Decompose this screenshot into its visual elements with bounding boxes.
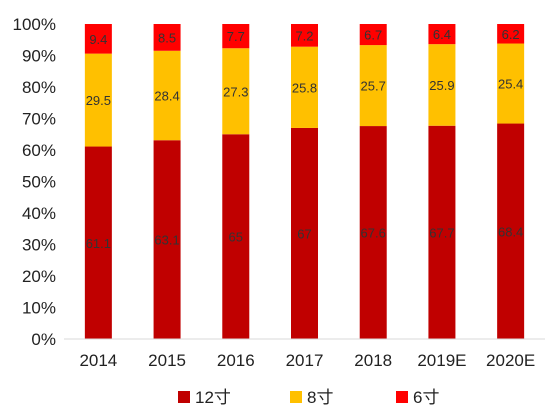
bar-segment: [359, 45, 387, 127]
y-tick-label: 10%: [22, 299, 56, 318]
data-label: 6.2: [502, 27, 520, 42]
data-label: 8.5: [158, 30, 176, 45]
legend-label: 6寸: [413, 388, 439, 407]
data-label: 65: [229, 230, 243, 245]
bar-segment: [291, 127, 318, 339]
data-label: 7.2: [295, 28, 313, 43]
data-labels-group: 61.1 29.5 9.4 63.1 28.4 8.5 65 27.3 7.7 67 25.8 7.2…: [86, 27, 524, 251]
x-tick-label: 2017: [286, 351, 324, 370]
bar-segment: [84, 24, 112, 54]
data-label: 25.9: [429, 78, 454, 93]
y-axis: 0% 10% 20% 30% 40% 50% 60% 70% 80% 90% 100%: [13, 15, 56, 349]
data-label: 29.5: [86, 93, 111, 108]
bar-segment: [428, 44, 456, 126]
data-label: 63.1: [154, 233, 179, 248]
bar-segment: [153, 140, 181, 339]
x-tick-label: 2019E: [417, 351, 466, 370]
x-axis: 2014 2015 2016 2017 2018 2019E 2020E: [79, 351, 535, 370]
y-tick-label: 40%: [22, 204, 56, 223]
y-tick-label: 30%: [22, 236, 56, 255]
legend-swatch: [396, 391, 408, 403]
bar-segment: [222, 24, 250, 49]
legend-label: 12寸: [195, 388, 231, 407]
data-label: 25.8: [292, 80, 317, 95]
bar-segment: [153, 24, 181, 51]
data-label: 67.6: [361, 226, 386, 241]
y-tick-label: 20%: [22, 267, 56, 286]
bar-segment: [359, 126, 387, 339]
x-tick-label: 2014: [79, 351, 117, 370]
y-tick-label: 90%: [22, 47, 56, 66]
data-label: 9.4: [89, 32, 107, 47]
data-label: 61.1: [86, 236, 111, 251]
bar-segment: [428, 125, 456, 340]
x-tick-label: 2015: [148, 351, 186, 370]
data-label: 67: [297, 226, 311, 241]
data-label: 7.7: [227, 29, 245, 44]
data-label: 25.4: [498, 77, 523, 92]
bar-segment: [497, 43, 525, 124]
legend-label: 8寸: [307, 388, 333, 407]
bar-segment: [497, 123, 525, 339]
bar-segment: [84, 53, 112, 147]
data-label: 67.7: [429, 225, 454, 240]
data-label: 27.3: [223, 84, 248, 99]
bars-group: [84, 24, 525, 340]
bar-segment: [84, 146, 112, 339]
bar-segment: [222, 134, 250, 339]
bar-segment: [222, 48, 250, 135]
legend-swatch: [178, 391, 190, 403]
data-label: 68.4: [498, 224, 523, 239]
bar-segment: [291, 46, 318, 128]
data-label: 6.7: [364, 28, 382, 43]
data-label: 6.4: [433, 27, 451, 42]
x-tick-label: 2020E: [486, 351, 535, 370]
bar-segment: [291, 24, 318, 47]
bar-segment: [497, 24, 525, 44]
bar-segment: [428, 24, 456, 45]
data-label: 25.7: [361, 79, 386, 94]
y-tick-label: 80%: [22, 78, 56, 97]
x-tick-label: 2016: [217, 351, 255, 370]
bar-segment: [153, 50, 181, 141]
y-tick-label: 100%: [13, 15, 56, 34]
y-tick-label: 50%: [22, 173, 56, 192]
data-label: 28.4: [154, 89, 179, 104]
bar-segment: [359, 24, 387, 46]
y-tick-label: 0%: [31, 330, 56, 349]
x-tick-label: 2018: [354, 351, 392, 370]
y-tick-label: 60%: [22, 141, 56, 160]
legend-swatch: [290, 391, 302, 403]
legend: 12寸 8寸 6寸: [178, 388, 439, 407]
y-tick-label: 70%: [22, 110, 56, 129]
